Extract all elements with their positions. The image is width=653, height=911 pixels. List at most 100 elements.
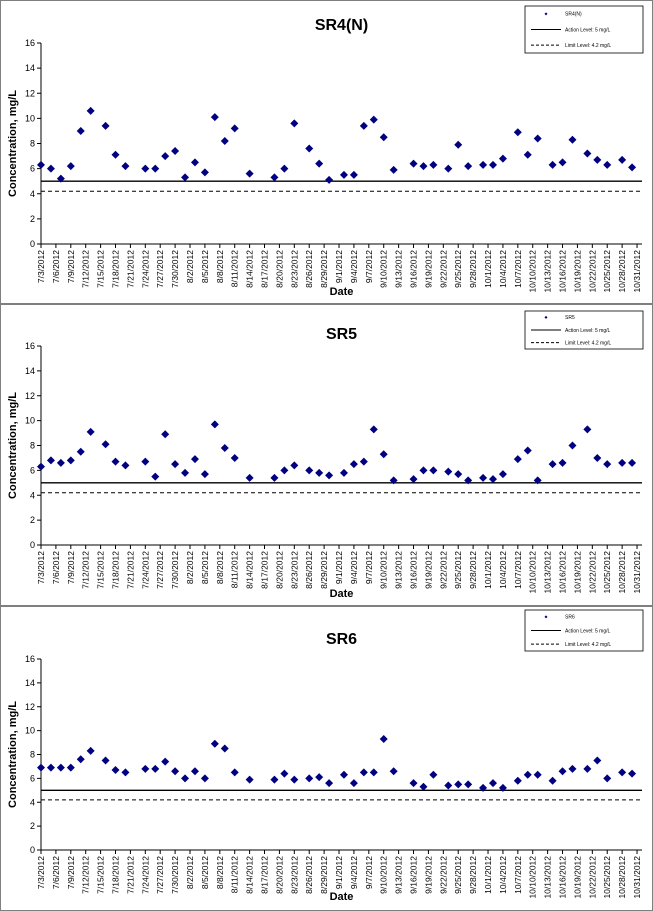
legend: SR4(N) Action Level: 5 mg/L Limit Level: 4…: [524, 5, 644, 54]
x-tick-label: 8/26/2012: [304, 551, 314, 589]
data-point: [409, 159, 418, 168]
x-tick-label: 7/18/2012: [111, 551, 121, 589]
data-point: [210, 113, 219, 122]
chart-panel-sr4n: SR4(N) Concentration, mg/L 0 2 4 6 8 10 12 14 16 7/…: [0, 0, 653, 304]
data-point: [359, 121, 368, 130]
data-point: [190, 767, 199, 776]
x-tick-label: 7/30/2012: [170, 250, 180, 288]
data-point: [280, 769, 289, 778]
data-point: [56, 763, 65, 772]
legend-label: SR6: [565, 615, 575, 621]
data-point: [379, 133, 388, 142]
data-point: [190, 455, 199, 464]
data-point: [618, 458, 627, 467]
x-axis-label: Date: [330, 286, 354, 298]
x-tick-label: 7/15/2012: [96, 856, 106, 894]
data-point: [101, 756, 110, 765]
x-tick-label: 9/7/2012: [364, 856, 374, 889]
chart-panel-sr6: SR6 Concentration, mg/L 0 2 4 6 8 10 12 14 16 7/3/2…: [0, 606, 653, 911]
y-tick-label: 6: [30, 164, 35, 174]
data-point: [220, 443, 229, 452]
data-point: [161, 152, 170, 161]
data-point: [628, 458, 637, 467]
x-tick-label: 7/21/2012: [125, 551, 135, 589]
x-tick-label: 8/17/2012: [260, 551, 270, 589]
data-point: [479, 473, 488, 482]
data-point: [270, 775, 279, 784]
x-tick-label: 7/24/2012: [140, 856, 150, 894]
data-point: [419, 782, 428, 791]
data-point: [101, 121, 110, 130]
x-tick-label: 9/25/2012: [453, 250, 463, 288]
x-tick-label: 10/31/2012: [632, 551, 642, 594]
data-point: [618, 155, 627, 164]
data-point: [603, 160, 612, 169]
data-point: [230, 453, 239, 462]
data-point: [349, 460, 358, 469]
y-tick-label: 10: [25, 113, 35, 123]
legend-label: SR5: [565, 315, 575, 321]
data-point: [151, 472, 160, 481]
data-point: [181, 468, 190, 477]
x-tick-label: 8/23/2012: [289, 856, 299, 894]
data-point: [558, 767, 567, 776]
y-tick-label: 12: [25, 702, 35, 712]
data-point: [513, 128, 522, 137]
x-tick-label: 8/17/2012: [260, 250, 270, 288]
data-point: [464, 476, 473, 485]
data-point: [583, 425, 592, 434]
data-point: [111, 150, 120, 159]
data-point: [270, 173, 279, 182]
data-point: [379, 450, 388, 459]
legend-label: Action Level: 5 mg/L: [565, 27, 611, 33]
legend-label: Limit Level: 4.2 mg/L: [565, 340, 611, 346]
x-tick-label: 9/13/2012: [394, 551, 404, 589]
y-tick-label: 0: [30, 540, 35, 550]
data-point: [583, 149, 592, 158]
data-point: [305, 466, 314, 475]
chart-svg-sr4n: SR4(N) Concentration, mg/L 0 2 4 6 8 10 12 14 16 7/…: [7, 5, 644, 298]
x-tick-label: 10/4/2012: [498, 250, 508, 288]
data-point: [523, 770, 532, 779]
data-point: [548, 460, 557, 469]
legend-label: Limit Level: 4.2 mg/L: [565, 43, 611, 49]
data-point: [454, 780, 463, 789]
data-point: [444, 781, 453, 790]
data-point: [220, 136, 229, 145]
y-tick-label: 8: [30, 441, 35, 451]
data-point: [171, 767, 180, 776]
data-point: [56, 458, 65, 467]
data-point: [568, 764, 577, 773]
data-point: [220, 744, 229, 753]
legend: SR5 Action Level: 5 mg/L Limit Level: 4.2 …: [524, 310, 644, 350]
data-point: [419, 162, 428, 171]
x-tick-label: 10/7/2012: [513, 856, 523, 894]
data-point: [429, 160, 438, 169]
x-tick-label: 8/20/2012: [274, 250, 284, 288]
x-tick-label: 7/21/2012: [125, 250, 135, 288]
y-tick-label: 6: [30, 465, 35, 475]
y-tick-label: 14: [25, 678, 35, 688]
x-tick-label: 7/3/2012: [36, 856, 46, 889]
x-tick-label: 9/4/2012: [349, 551, 359, 584]
chart-title: SR6: [326, 631, 357, 648]
y-tick-label: 4: [30, 189, 35, 199]
y-tick-label: 16: [25, 38, 35, 48]
data-point: [369, 768, 378, 777]
x-tick-label: 9/13/2012: [394, 250, 404, 288]
x-tick-label: 10/19/2012: [572, 856, 582, 899]
data-point: [498, 154, 507, 163]
x-tick-label: 10/31/2012: [632, 856, 642, 899]
data-point: [245, 169, 254, 178]
x-tick-label: 8/23/2012: [289, 250, 299, 288]
data-point: [66, 162, 75, 171]
x-tick-label: 7/27/2012: [155, 856, 165, 894]
data-point: [151, 764, 160, 773]
x-tick-label: 10/7/2012: [513, 551, 523, 589]
data-point: [359, 457, 368, 466]
x-tick-label: 7/24/2012: [140, 250, 150, 288]
x-tick-label: 7/6/2012: [51, 250, 61, 283]
x-tick-label: 7/18/2012: [111, 856, 121, 894]
y-tick-label: 0: [30, 239, 35, 249]
data-point: [389, 476, 398, 485]
